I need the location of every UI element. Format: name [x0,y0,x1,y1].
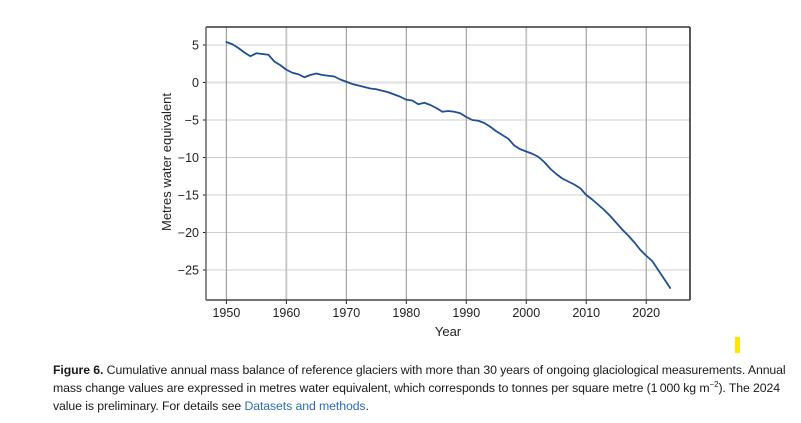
grid-lines [206,27,690,300]
x-axis-title: Year [435,324,462,339]
y-tick-label: −10 [178,151,199,165]
caption-text-2: ). The 2024 value is preliminary. For de… [53,381,781,413]
x-tick-label: 1980 [392,306,420,320]
caption-text-3: . [365,399,369,413]
x-tick-label: 1960 [272,306,300,320]
series-line-cumulative-mass-balance [225,41,672,289]
x-tick-label: 2020 [632,306,660,320]
x-tick-label: 2010 [572,306,600,320]
datasets-and-methods-link[interactable]: Datasets and methods [244,399,366,413]
y-axis-title: Metres water equivalent [159,93,174,231]
figure-label: Figure 6. [53,363,104,377]
caption-text-1: Cumulative annual mass balance of refere… [53,363,786,395]
axis-ticks [203,44,647,304]
y-tick-label: −5 [185,114,199,128]
x-tick-label: 1950 [212,306,240,320]
x-tick-labels: 1950 1960 1970 1980 1990 2000 2010 2020 [212,306,660,320]
mass-balance-chart: 1950 1960 1970 1980 1990 2000 2010 2020 5 0 −5 −10… [159,26,691,339]
y-tick-label: 0 [192,76,199,90]
y-tick-label: −25 [178,264,199,278]
y-tick-label: −15 [178,189,199,203]
caption-superscript: −2 [709,379,719,389]
x-tick-label: 1990 [452,306,480,320]
figure-caption: Figure 6. Cumulative annual mass balance… [53,361,793,415]
x-tick-label: 1970 [332,306,360,320]
highlight-marker [735,337,740,353]
plot-frame [205,26,691,301]
y-tick-label: −20 [178,226,199,240]
y-tick-label: 5 [192,39,199,53]
x-tick-label: 2000 [512,306,540,320]
y-tick-labels: 5 0 −5 −10 −15 −20 −25 [178,39,199,278]
